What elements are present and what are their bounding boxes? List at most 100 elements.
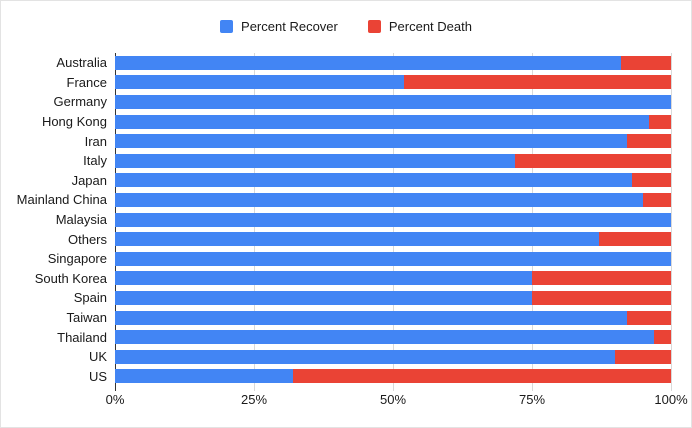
y-axis-label-germany: Germany xyxy=(53,94,107,110)
bar-row-malaysia xyxy=(115,210,671,230)
bar-segment-percent-recover-others[interactable] xyxy=(115,232,599,247)
bar-segment-percent-death-mainland-china[interactable] xyxy=(643,192,671,207)
y-axis-label-spain: Spain xyxy=(73,290,107,306)
bar-germany xyxy=(115,94,671,109)
bar-row-japan xyxy=(115,171,671,191)
y-axis-label-japan: Japan xyxy=(71,172,107,188)
bar-france xyxy=(115,75,671,90)
bar-segment-percent-death-south-korea[interactable] xyxy=(532,271,671,286)
bar-australia xyxy=(115,55,671,70)
bar-iran xyxy=(115,134,671,149)
y-axis-label-uk: UK xyxy=(88,349,107,365)
bar-segment-percent-death-others[interactable] xyxy=(598,232,671,247)
bar-segment-percent-recover-malaysia[interactable] xyxy=(115,212,671,227)
bar-rows xyxy=(115,53,671,386)
bar-segment-percent-death-france[interactable] xyxy=(404,75,671,90)
x-axis-tick-label-75: 75% xyxy=(518,392,546,407)
bar-row-iran xyxy=(115,131,671,151)
y-axis-label-australia: Australia xyxy=(56,55,107,71)
bar-row-singapore xyxy=(115,249,671,269)
legend-label-death: Percent Death xyxy=(388,19,472,34)
bar-mainland-china xyxy=(115,192,671,207)
bar-segment-percent-recover-germany[interactable] xyxy=(115,94,671,109)
legend-chip-recover-icon xyxy=(220,20,234,33)
y-axis-label-singapore: Singapore xyxy=(47,251,107,267)
bar-segment-percent-death-thailand[interactable] xyxy=(654,330,671,345)
bar-row-taiwan xyxy=(115,308,671,328)
bar-row-spain xyxy=(115,288,671,308)
x-axis-labels: 0% 25% 50% 75% 100% xyxy=(106,392,688,408)
bar-spain xyxy=(115,290,671,305)
bar-segment-percent-recover-uk[interactable] xyxy=(115,349,616,364)
bar-uk xyxy=(115,349,671,364)
gridline-100 xyxy=(671,53,672,391)
bar-segment-percent-death-spain[interactable] xyxy=(532,290,671,305)
y-axis-label-mainland-china: Mainland China xyxy=(16,192,107,208)
bar-segment-percent-recover-mainland-china[interactable] xyxy=(115,192,644,207)
bar-row-others xyxy=(115,229,671,249)
bar-japan xyxy=(115,173,671,188)
bar-segment-percent-death-taiwan[interactable] xyxy=(626,310,671,325)
bar-segment-percent-recover-singapore[interactable] xyxy=(115,251,671,266)
y-axis-label-others: Others xyxy=(67,231,107,247)
bar-segment-percent-death-australia[interactable] xyxy=(620,55,671,70)
bar-segment-percent-death-japan[interactable] xyxy=(632,173,671,188)
legend-chip-death-icon xyxy=(367,20,381,33)
legend-label-recover: Percent Recover xyxy=(241,19,338,34)
bar-row-hong-kong xyxy=(115,112,671,132)
bar-segment-percent-recover-france[interactable] xyxy=(115,75,405,90)
plot-area xyxy=(115,53,672,391)
bar-row-thailand xyxy=(115,327,671,347)
bar-row-italy xyxy=(115,151,671,171)
y-axis-label-italy: Italy xyxy=(83,153,107,169)
legend-item-percent-recover[interactable]: Percent Recover xyxy=(220,20,338,33)
bar-segment-percent-death-iran[interactable] xyxy=(626,134,671,149)
bar-taiwan xyxy=(115,310,671,325)
bar-south-korea xyxy=(115,271,671,286)
bar-italy xyxy=(115,153,671,168)
bar-segment-percent-recover-us[interactable] xyxy=(115,369,293,384)
x-axis-tick-label-100: 100% xyxy=(654,392,688,407)
bar-row-mainland-china xyxy=(115,190,671,210)
bar-row-uk xyxy=(115,347,671,367)
bar-thailand xyxy=(115,330,671,345)
bar-segment-percent-recover-hong-kong[interactable] xyxy=(115,114,649,129)
bar-segment-percent-recover-japan[interactable] xyxy=(115,173,633,188)
bar-malaysia xyxy=(115,212,671,227)
y-axis-label-hong-kong: Hong Kong xyxy=(41,114,107,130)
y-axis-label-iran: Iran xyxy=(84,133,107,149)
bar-hong-kong xyxy=(115,114,671,129)
bar-row-germany xyxy=(115,92,671,112)
bar-row-australia xyxy=(115,53,671,73)
bar-singapore xyxy=(115,251,671,266)
bar-row-south-korea xyxy=(115,269,671,289)
bar-segment-percent-death-us[interactable] xyxy=(292,369,671,384)
bar-row-us xyxy=(115,367,671,387)
y-axis-label-malaysia: Malaysia xyxy=(55,212,107,228)
y-axis-label-south-korea: South Korea xyxy=(34,270,107,286)
bar-segment-percent-recover-spain[interactable] xyxy=(115,290,532,305)
legend: Percent Recover Percent Death xyxy=(1,20,691,33)
y-axis-label-france: France xyxy=(66,74,107,90)
x-axis-tick-label-0: 0% xyxy=(105,392,125,407)
y-axis-label-thailand: Thailand xyxy=(57,329,107,345)
y-axis-labels: Australia France Germany Hong Kong Iran Italy… xyxy=(1,53,107,386)
x-axis-tick-label-25: 25% xyxy=(240,392,268,407)
bar-segment-percent-recover-australia[interactable] xyxy=(115,55,621,70)
bar-segment-percent-recover-iran[interactable] xyxy=(115,134,627,149)
y-axis-label-taiwan: Taiwan xyxy=(66,310,107,326)
bar-segment-percent-death-hong-kong[interactable] xyxy=(648,114,671,129)
bar-segment-percent-recover-italy[interactable] xyxy=(115,153,516,168)
bar-row-france xyxy=(115,73,671,93)
bar-segment-percent-death-uk[interactable] xyxy=(615,349,671,364)
x-axis-tick-label-50: 50% xyxy=(379,392,407,407)
bar-segment-percent-recover-thailand[interactable] xyxy=(115,330,655,345)
bar-segment-percent-death-italy[interactable] xyxy=(515,153,671,168)
legend-item-percent-death[interactable]: Percent Death xyxy=(367,19,472,34)
bar-segment-percent-recover-south-korea[interactable] xyxy=(115,271,532,286)
bar-others xyxy=(115,232,671,247)
bar-us xyxy=(115,369,671,384)
bar-segment-percent-recover-taiwan[interactable] xyxy=(115,310,627,325)
y-axis-label-us: US xyxy=(88,368,107,384)
